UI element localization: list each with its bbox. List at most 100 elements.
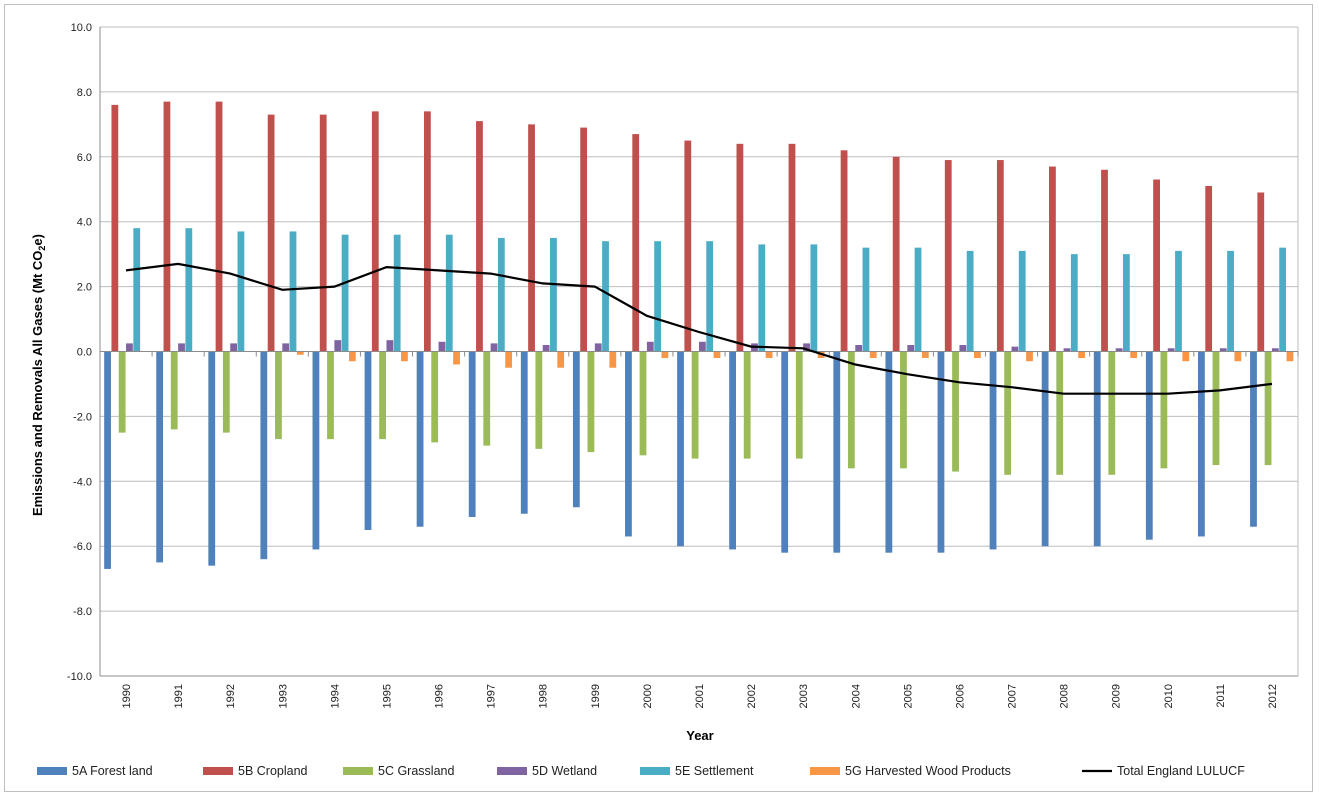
bar-5d-wetland [855,345,863,352]
legend-label: 5E Settlement [675,764,754,778]
legend-swatch [37,767,67,775]
bar-5b-cropland [996,160,1004,352]
bar-5e-settlement [133,228,141,352]
bar-5c-grassland [847,351,855,469]
bar-5a-forest-land [1145,351,1153,540]
bar-5e-settlement [185,228,193,352]
bar-5g-harvested-wood-products [1078,351,1085,358]
bar-5c-grassland [639,351,647,456]
bar-5b-cropland [1049,166,1056,352]
bar-5c-grassland [118,351,126,433]
bar-5g-harvested-wood-products [661,351,669,358]
bar-5c-grassland [900,351,907,469]
legend-swatch [203,767,233,775]
bar-5a-forest-land [885,351,893,553]
bar-5a-forest-land [364,351,372,530]
x-tick-label: 2003 [798,684,810,708]
bar-5e-settlement [1279,247,1287,352]
y-tick-label: -6.0 [73,541,92,553]
legend-label: Total England LULUCF [1117,764,1245,778]
bar-5a-forest-land [312,351,320,550]
bar-5g-harvested-wood-products [713,351,721,358]
bar-5b-cropland [840,150,848,352]
bar-5d-wetland [1219,348,1227,352]
bar-5a-forest-land [416,351,424,527]
x-tick-label: 2010 [1163,684,1175,708]
bar-5b-cropland [1153,179,1160,352]
total-line [125,262,1273,395]
x-tick-label: 2004 [850,684,862,708]
bar-5c-grassland [1264,351,1272,466]
bar-5d-wetland [386,340,394,352]
y-tick-labels: -10.0 -8.0 -6.0 -4.0 -2.0 0.0 2.0 4.0 6.0 8.0 10.0 [67,22,92,683]
bar-5e-settlement [602,241,609,352]
bar-5g-harvested-wood-products [974,351,981,358]
bar-5a-forest-land [677,351,684,547]
bar-5d-wetland [230,343,238,352]
bar-5d-wetland [1011,346,1019,352]
y-tick-label: 2.0 [77,282,92,294]
bar-5b-cropland [1101,169,1108,352]
bar-5c-grassland [431,351,439,443]
y-tick-label: -8.0 [73,606,92,618]
x-tick-label: 1995 [381,684,393,708]
y-tick-label: 6.0 [77,152,92,164]
bar-5e-settlement [862,247,870,352]
bar-5b-cropland [423,111,431,352]
bar-5b-cropland [267,114,275,352]
bar-5a-forest-land [781,351,789,553]
bar-5d-wetland [803,343,810,352]
bar-5c-grassland [691,351,699,459]
bar-5d-wetland [490,343,498,352]
bar-5g-harvested-wood-products [1026,351,1033,362]
y-tick-label: 10.0 [71,22,92,34]
bar-5d-wetland [1271,348,1279,352]
bars [104,101,1294,569]
y-tick-label: 8.0 [77,87,92,99]
x-tick-label: 1996 [434,684,446,708]
legend-label: 5B Cropland [238,764,308,778]
bar-5b-cropland [371,111,379,352]
bar-5e-settlement [289,231,297,352]
bar-5b-cropland [1205,186,1213,352]
bar-5a-forest-land [1197,351,1205,537]
bar-5a-forest-land [156,351,164,563]
x-tick-label: 2001 [694,684,706,708]
bar-5c-grassland [535,351,543,449]
x-tick-label: 1991 [173,684,185,708]
x-tick-label: 2002 [746,684,758,708]
total-england-lulucf-line [125,262,1273,395]
bar-5g-harvested-wood-products [765,351,773,358]
bar-5d-wetland [699,341,706,352]
bar-5d-wetland [1063,348,1071,352]
bar-5d-wetland [594,343,602,352]
bar-5g-harvested-wood-products [453,351,460,365]
x-tick-label: 1994 [329,684,341,708]
bar-5g-harvested-wood-products [1130,351,1138,358]
x-tick-label: 2012 [1267,684,1279,708]
legend-swatch [810,767,840,775]
bar-5e-settlement [1227,250,1234,352]
y-axis-title: Emissions and Removals All Gases (Mt CO2… [30,234,47,516]
y-tick-label: 4.0 [77,217,92,229]
bar-5g-harvested-wood-products [505,351,513,368]
bar-5c-grassland [1004,351,1012,475]
bar-5a-forest-land [833,351,841,553]
bar-5e-settlement [706,241,714,352]
bar-5a-forest-land [1041,351,1049,547]
chart-frame [4,4,1313,792]
x-tick-label: 1990 [121,684,133,708]
bar-5a-forest-land [572,351,580,508]
bar-5c-grassland [952,351,959,472]
bar-5b-cropland [788,143,796,352]
bar-5a-forest-land [729,351,737,550]
bar-5c-grassland [1212,351,1220,466]
bar-5b-cropland [528,124,535,352]
bar-5a-forest-land [208,351,216,566]
bar-5b-cropland [944,160,952,352]
bar-5a-forest-land [1250,351,1257,527]
bar-5e-settlement [810,244,818,352]
bar-5d-wetland [126,343,133,352]
bar-5b-cropland [580,127,588,352]
